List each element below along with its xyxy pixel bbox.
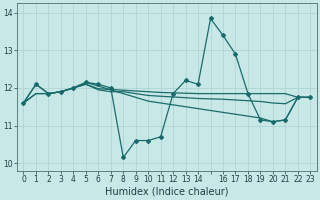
X-axis label: Humidex (Indice chaleur): Humidex (Indice chaleur) [105,187,229,197]
